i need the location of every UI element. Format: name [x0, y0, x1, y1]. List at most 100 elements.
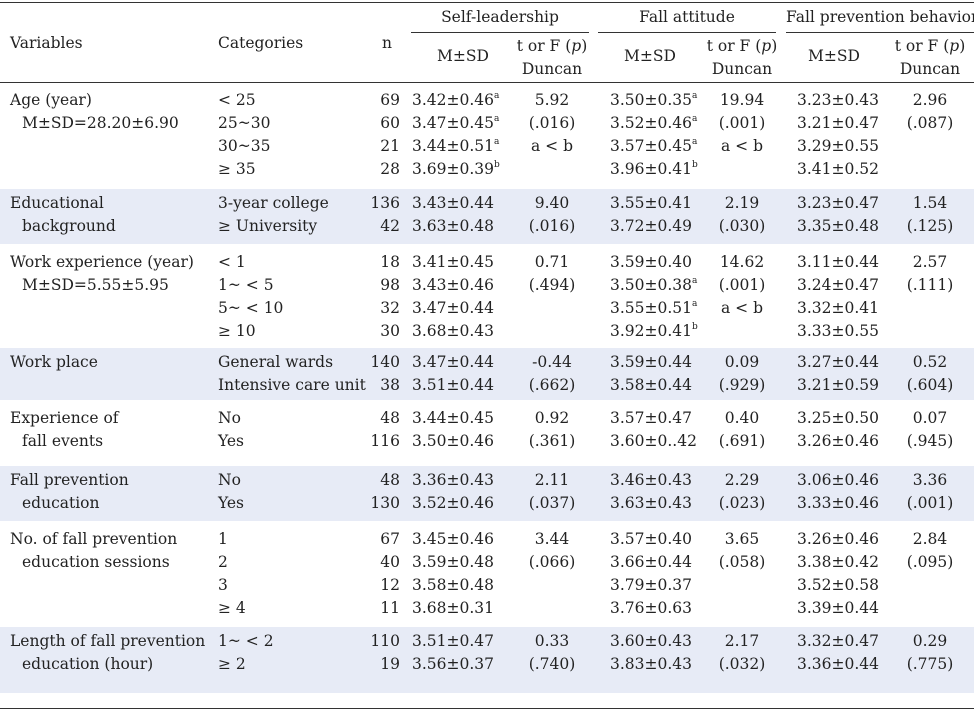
fall-attitude-test-cell-line: 2.29: [724, 471, 760, 489]
category-cell-line: 1~ < 2: [218, 632, 274, 650]
fall-attitude-msd-cell-line: 3.63±0.43: [610, 494, 693, 512]
n-cell-line: 12: [380, 576, 400, 594]
n-cell-line: 19: [380, 655, 400, 673]
category-cell-line: < 1: [218, 253, 246, 271]
self-leadership-test-cell: 5.92 (.016) a < b: [512, 89, 592, 158]
self-leadership-test-cell-line: (.016): [528, 114, 576, 132]
fall-prevention-behavior-msd-cell: 3.11±0.44 3.24±0.47 3.32±0.41 3.33±0.55: [797, 251, 897, 343]
self-leadership-test-cell-line: 2.11: [534, 471, 570, 489]
header-group-self-leadership: Self-leadership: [441, 8, 559, 26]
self-leadership-msd-cell-line: 3.36±0.43: [412, 471, 495, 489]
variable-line: Work experience (year): [10, 253, 194, 271]
fall-attitude-msd-cell-line: 3.52±0.46a: [610, 113, 698, 132]
n-cell-line: 140: [370, 353, 400, 371]
header-test-fall-prevention-behavior: t or F (p) Duncan: [890, 35, 970, 81]
test-label-line2: Duncan: [899, 60, 961, 78]
fall-attitude-msd-cell-line: 3.57±0.40: [610, 530, 693, 548]
category-cell-line: 3: [218, 576, 228, 594]
category-cell: 1~ < 2 ≥ 2: [218, 630, 368, 676]
fall-prevention-behavior-test-cell-line: 0.07: [912, 409, 948, 427]
fall-attitude-msd-cell: 3.46±0.43 3.63±0.43: [610, 469, 710, 515]
fall-prevention-behavior-msd-cell: 3.23±0.43 3.21±0.47 3.29±0.55 3.41±0.52: [797, 89, 897, 181]
n-cell: 67 40 12 11: [340, 528, 400, 620]
n-cell-line: 30: [380, 322, 400, 340]
fall-attitude-msd-cell: 3.57±0.47 3.60±0..42: [610, 407, 710, 453]
category-cell: 3-year college ≥ University: [218, 192, 368, 238]
self-leadership-test-cell-line: a < b: [530, 137, 573, 155]
fall-prevention-behavior-test-cell-line: 2.96: [912, 91, 948, 109]
fall-prevention-behavior-test-cell: 0.07 (.945): [890, 407, 970, 453]
fall-prevention-behavior-test-cell: 3.36 (.001): [890, 469, 970, 515]
self-leadership-msd-cell-line: 3.69±0.39b: [412, 159, 500, 178]
fall-prevention-behavior-test-cell-line: (.945): [906, 432, 954, 450]
header-test-fall-attitude: t or F (p) Duncan: [702, 35, 782, 81]
self-leadership-test-cell-line: 3.44: [534, 530, 570, 548]
self-leadership-test-cell: 2.11 (.037): [512, 469, 592, 515]
category-cell: No Yes: [218, 407, 368, 453]
fall-attitude-test-cell-line: (.023): [718, 494, 766, 512]
category-cell: No Yes: [218, 469, 368, 515]
test-label-line2: Duncan: [521, 60, 583, 78]
fall-prevention-behavior-msd-cell: 3.23±0.47 3.35±0.48: [797, 192, 897, 238]
self-leadership-msd-cell-line: 3.63±0.48: [412, 217, 495, 235]
self-leadership-test-cell-line: (.016): [528, 217, 576, 235]
fall-prevention-behavior-msd-cell-line: 3.32±0.47: [797, 632, 880, 650]
self-leadership-test-cell: -0.44 (.662): [512, 351, 592, 397]
fall-prevention-behavior-test-cell: 2.84 (.095): [890, 528, 970, 574]
fall-attitude-msd-cell-line: 3.55±0.41: [610, 194, 693, 212]
fall-attitude-test-cell-line: 3.65: [724, 530, 760, 548]
group-rule-fall-attitude: [598, 32, 776, 33]
variable-cell: No. of fall prevention education sessions: [10, 528, 210, 574]
self-leadership-msd-cell: 3.41±0.45 3.43±0.46 3.47±0.44 3.68±0.43: [412, 251, 512, 343]
fall-attitude-msd-cell-line: 3.59±0.44: [610, 353, 693, 371]
category-cell: General wards Intensive care unit: [218, 351, 368, 397]
self-leadership-test-cell: 0.92 (.361): [512, 407, 592, 453]
n-cell: 48 130: [340, 469, 400, 515]
row-shading: [0, 189, 974, 244]
self-leadership-test-cell-line: (.066): [528, 553, 576, 571]
n-cell-line: 60: [380, 114, 400, 132]
variable-line: fall events: [22, 432, 104, 450]
self-leadership-test-cell-line: (.740): [528, 655, 576, 673]
variable-cell: Work experience (year) M±SD=5.55±5.95: [10, 251, 210, 297]
fall-attitude-test-cell-line: a < b: [720, 137, 763, 155]
self-leadership-test-cell-line: 9.40: [534, 194, 570, 212]
fall-attitude-test-cell: 3.65 (.058): [702, 528, 782, 574]
category-cell-line: 1~ < 5: [218, 276, 274, 294]
fall-prevention-behavior-msd-cell-line: 3.21±0.47: [797, 114, 880, 132]
fall-prevention-behavior-msd-cell: 3.06±0.46 3.33±0.46: [797, 469, 897, 515]
fall-attitude-msd-cell-line: 3.50±0.35a: [610, 90, 698, 109]
variable-cell: Age (year) M±SD=28.20±6.90: [10, 89, 210, 135]
variable-line: M±SD=28.20±6.90: [22, 114, 179, 132]
fall-attitude-msd-cell: 3.60±0.43 3.83±0.43: [610, 630, 710, 676]
n-cell-line: 98: [380, 276, 400, 294]
fall-prevention-behavior-test-cell-line: (.001): [906, 494, 954, 512]
category-cell-line: No: [218, 409, 241, 427]
fall-attitude-msd-cell-line: 3.50±0.38a: [610, 275, 698, 294]
fall-prevention-behavior-msd-cell: 3.32±0.47 3.36±0.44: [797, 630, 897, 676]
fall-prevention-behavior-msd-cell: 3.25±0.50 3.26±0.46: [797, 407, 897, 453]
fall-attitude-test-cell-line: 2.17: [724, 632, 760, 650]
fall-prevention-behavior-test-cell-line: 1.54: [912, 194, 948, 212]
fall-attitude-test-cell-line: 14.62: [719, 253, 765, 271]
fall-attitude-test-cell: 19.94 (.001) a < b: [702, 89, 782, 158]
header-group-fall-attitude: Fall attitude: [639, 8, 735, 26]
n-cell-line: 42: [380, 217, 400, 235]
category-cell-line: 3-year college: [218, 194, 329, 212]
fall-attitude-msd-cell-line: 3.58±0.44: [610, 376, 693, 394]
category-cell-line: 5~ < 10: [218, 299, 284, 317]
self-leadership-msd-cell-line: 3.59±0.48: [412, 553, 495, 571]
n-cell: 48 116: [340, 407, 400, 453]
fall-attitude-msd-cell-line: 3.92±0.41b: [610, 321, 698, 340]
category-cell-line: 25~30: [218, 114, 271, 132]
fall-prevention-behavior-msd-cell-line: 3.36±0.44: [797, 655, 880, 673]
fall-prevention-behavior-msd-cell-line: 3.26±0.46: [797, 530, 880, 548]
category-cell-line: ≥ 4: [218, 599, 246, 617]
fall-attitude-msd-cell-line: 3.60±0..42: [610, 432, 697, 450]
header-variables: Variables: [10, 34, 83, 52]
fall-prevention-behavior-test-cell-line: (.111): [906, 276, 954, 294]
self-leadership-test-cell-line: 0.33: [534, 632, 570, 650]
self-leadership-msd-cell-line: 3.52±0.46: [412, 494, 495, 512]
header-msd-fall-prevention-behavior: M±SD: [808, 47, 860, 65]
n-cell: 110 19: [340, 630, 400, 676]
